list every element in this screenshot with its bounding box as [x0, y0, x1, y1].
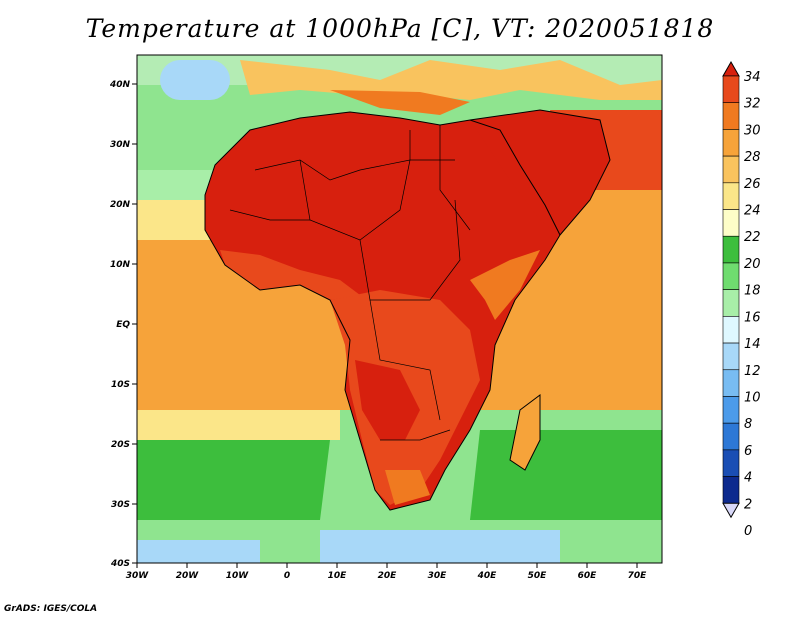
colorbar-band [722, 235, 740, 264]
map-figure: 30W 20W 10W 0 10E 20E 30E 40E 50E 60E 70… [109, 54, 761, 581]
colorbar-label: 16 [744, 310, 761, 325]
footer-credit: GrADS: IGES/COLA [4, 604, 98, 614]
map-frame [136, 54, 663, 564]
colorbar-band [722, 369, 740, 397]
colorbar-label: 8 [744, 417, 752, 432]
colorbar-label: 22 [744, 230, 761, 245]
colorbar-label: 26 [744, 177, 761, 192]
lon-label: 20E [378, 571, 398, 581]
colorbar-band [722, 342, 740, 371]
colorbar-label: 4 [744, 471, 752, 486]
lon-label: 0 [284, 571, 290, 581]
colorbar-arrow-top [722, 60, 740, 77]
colorbar-label: 34 [744, 70, 761, 85]
colorbar-band [722, 289, 740, 317]
lat-label: 20S [111, 440, 130, 450]
colorbar-band [722, 75, 740, 104]
colorbar-label: 2 [744, 497, 752, 512]
colorbar-band [722, 396, 740, 424]
lat-label: 10N [110, 260, 131, 270]
latitude-labels: 40N 30N 20N 10N EQ 10S 20S 30S 40S [109, 80, 131, 569]
lon-label: 70E [628, 571, 648, 581]
colorbar-label: 0 [744, 524, 752, 539]
lat-label: 30N [110, 140, 131, 150]
colorbar-band [722, 316, 740, 344]
axis-ticks [132, 83, 638, 568]
colorbar-band [722, 262, 740, 290]
lat-label: 20N [110, 200, 131, 210]
colorbar-label: 20 [744, 257, 761, 272]
colorbar-band [722, 182, 740, 210]
lon-label: 30W [126, 571, 150, 581]
colorbar-band [722, 155, 740, 184]
colorbar-label: 28 [744, 150, 761, 165]
colorbar-band [722, 209, 740, 237]
temperature-field [137, 55, 662, 563]
lat-label: 30S [111, 500, 130, 510]
map-title: Temperature at 1000hPa [C], VT: 20200518… [85, 14, 715, 43]
lon-label: 40E [477, 571, 498, 581]
lat-label: 40N [109, 80, 131, 90]
lat-label: 10S [111, 380, 130, 390]
longitude-labels: 30W 20W 10W 0 10E 20E 30E 40E 50E 60E 70… [126, 571, 647, 581]
lon-label: 20W [176, 571, 200, 581]
lat-label: 40S [110, 559, 130, 569]
lon-label: 50E [528, 571, 548, 581]
colorbar-label: 14 [744, 337, 761, 352]
colorbar-arrow-bottom [722, 502, 740, 519]
colorbar-label: 32 [744, 97, 761, 112]
lon-label: 10W [226, 571, 250, 581]
lon-label: 10E [328, 571, 348, 581]
colorbar-band [722, 102, 740, 130]
lat-label: EQ [116, 320, 130, 330]
colorbar-label: 10 [744, 390, 761, 405]
country-borders [229, 125, 471, 441]
colorbar-band [722, 449, 740, 477]
colorbar-label: 18 [744, 284, 761, 299]
lon-label: 60E [578, 571, 598, 581]
colorbar-label: 6 [744, 444, 752, 459]
colorbar-label: 30 [744, 123, 761, 138]
lon-label: 30E [428, 571, 448, 581]
colorbar-label: 24 [744, 204, 761, 219]
colorbar-band [722, 129, 740, 157]
colorbar-band [722, 422, 740, 451]
colorbar-label: 12 [744, 364, 761, 379]
colorbar-band [722, 476, 740, 504]
